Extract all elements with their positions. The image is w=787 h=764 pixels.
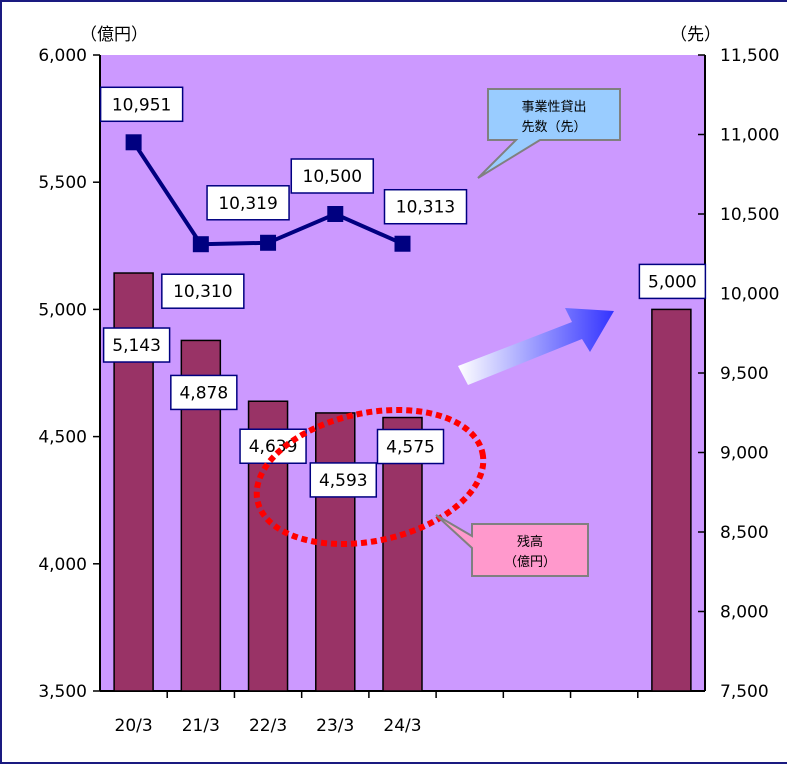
line-point <box>192 236 209 253</box>
line-point <box>327 206 344 222</box>
bar-value-label-box <box>638 263 707 300</box>
left-tick-label: 4,500 <box>38 428 87 448</box>
bar-value-label-box <box>102 327 171 363</box>
right-tick-label: 8,000 <box>720 603 769 623</box>
right-tick-label: 8,500 <box>720 523 769 543</box>
bar-value-label: 5,000 <box>638 263 707 300</box>
line-series <box>125 134 411 253</box>
x-tick-label: 20/3 <box>115 716 153 736</box>
line-value-label: 10,319 <box>206 185 290 221</box>
line-value-label-box <box>383 188 468 225</box>
highlight-ellipse <box>253 406 487 548</box>
data-labels: 5,143 4,878 4,639 4,593 4,575 5,000 10,951 10,3… <box>99 86 707 498</box>
line-value-label-box <box>99 86 184 123</box>
bar-series <box>113 272 692 692</box>
right-tick-label: 9,000 <box>720 444 769 464</box>
bar-value-label-text: 4,575 <box>386 438 435 458</box>
line-value-label-text: 10,310 <box>173 282 232 302</box>
bar <box>315 412 356 692</box>
line-value-label-text: 10,500 <box>303 167 362 187</box>
line-value-label-text: 10,319 <box>218 194 277 214</box>
axes: 3,500 4,000 4,500 5,000 5,500 6,000 7,500 8,000… <box>38 46 779 736</box>
bar-series-callout: 残高 （億円） <box>435 514 589 577</box>
x-tick-label: 23/3 <box>316 716 354 736</box>
line-value-label-text: 10,951 <box>112 95 171 115</box>
line-callout-text-2: 先数（先） <box>521 120 586 135</box>
line-point <box>260 234 277 251</box>
right-tick-label: 11,000 <box>720 126 779 146</box>
bar-value-label: 4,593 <box>309 462 378 498</box>
bar-value-label-box <box>170 374 238 411</box>
line-value-label: 10,951 <box>99 86 184 123</box>
bar-callout-text-2: （億円） <box>504 554 556 570</box>
left-tick-label: 4,000 <box>38 555 87 575</box>
bar <box>651 308 692 692</box>
line-point <box>394 235 411 252</box>
bar-value-label-text: 4,593 <box>319 471 368 491</box>
line-value-label-box <box>161 273 245 309</box>
x-tick-label: 21/3 <box>182 716 220 736</box>
bar-value-label-text: 5,143 <box>112 336 161 356</box>
line-value-label-box <box>206 185 290 221</box>
line-callout-text-1: 事業性貸出 <box>521 99 586 115</box>
bar-value-label-text: 4,639 <box>249 437 298 457</box>
left-tick-label: 3,500 <box>38 682 87 702</box>
line-series-callout: 事業性貸出 先数（先） <box>477 88 621 179</box>
line-point <box>125 134 142 151</box>
x-tick-label: 22/3 <box>249 716 287 736</box>
line-value-label-text: 10,313 <box>396 198 455 218</box>
right-tick-label: 9,500 <box>720 364 769 384</box>
bar-value-label-box <box>376 428 445 465</box>
line-value-label: 10,313 <box>383 188 468 225</box>
left-tick-label: 6,000 <box>38 46 87 66</box>
right-unit-label: （先） <box>670 25 721 45</box>
bar-value-label: 4,575 <box>376 428 445 465</box>
right-tick-label: 7,500 <box>720 682 769 702</box>
bar-callout-text-1: 残高 <box>517 534 543 550</box>
bar-value-label-text: 4,878 <box>179 383 228 403</box>
growth-arrow <box>458 308 614 385</box>
line-value-label-box <box>290 158 375 194</box>
right-tick-label: 10,000 <box>720 285 779 305</box>
right-tick-label: 11,500 <box>720 46 779 66</box>
left-tick-label: 5,000 <box>38 300 87 320</box>
bar-value-label: 4,878 <box>170 374 238 411</box>
left-tick-label: 5,500 <box>38 173 87 193</box>
x-tick-label: 24/3 <box>383 716 421 736</box>
bar-value-label-text: 5,000 <box>648 272 697 292</box>
bar-value-label-box <box>309 462 378 498</box>
line-value-label: 10,310 <box>161 273 245 309</box>
bar-value-label: 5,143 <box>102 327 171 363</box>
line-value-label: 10,500 <box>290 158 375 194</box>
left-unit-label: （億円） <box>80 25 148 45</box>
right-tick-label: 10,500 <box>720 205 779 225</box>
